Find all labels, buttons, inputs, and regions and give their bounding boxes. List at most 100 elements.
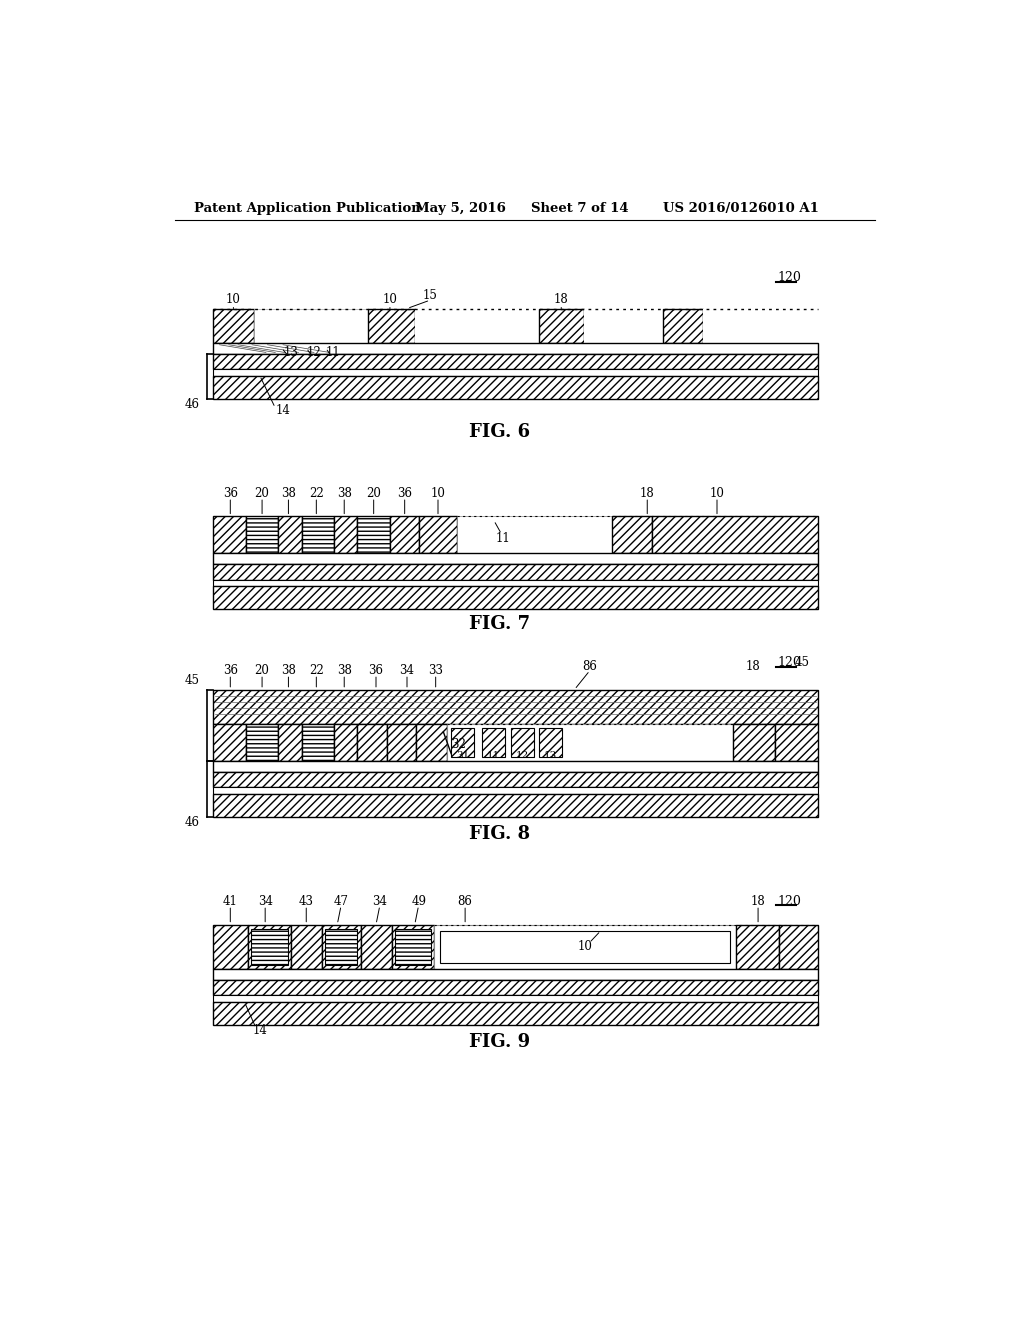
- Bar: [213, 579, 818, 586]
- Text: 13: 13: [284, 346, 298, 359]
- Text: FIG. 9: FIG. 9: [469, 1032, 530, 1051]
- Bar: [213, 793, 818, 817]
- Bar: [452, 729, 474, 758]
- Text: 36: 36: [223, 664, 238, 677]
- Text: 10: 10: [578, 940, 593, 953]
- Text: 45: 45: [184, 675, 200, 686]
- Bar: [539, 309, 584, 343]
- Bar: [213, 725, 246, 762]
- Text: 13: 13: [544, 751, 557, 759]
- Bar: [369, 309, 415, 343]
- Bar: [334, 516, 357, 553]
- Bar: [584, 309, 663, 343]
- Text: FIG. 8: FIG. 8: [469, 825, 530, 842]
- Bar: [420, 516, 457, 553]
- Bar: [213, 564, 818, 579]
- Bar: [251, 929, 288, 965]
- Bar: [334, 725, 357, 762]
- Text: 34: 34: [258, 895, 272, 908]
- Text: 38: 38: [281, 487, 296, 500]
- Text: 38: 38: [337, 487, 351, 500]
- Text: 46: 46: [184, 399, 200, 412]
- Text: Patent Application Publication: Patent Application Publication: [194, 202, 421, 215]
- Bar: [302, 516, 334, 553]
- Bar: [434, 924, 736, 969]
- Bar: [213, 376, 818, 399]
- Text: 18: 18: [554, 293, 568, 306]
- Bar: [440, 931, 730, 964]
- Text: 18: 18: [751, 895, 766, 908]
- Bar: [387, 725, 417, 762]
- Text: 46: 46: [184, 816, 200, 829]
- Text: May 5, 2016: May 5, 2016: [415, 202, 506, 215]
- Text: 41: 41: [223, 895, 238, 908]
- Bar: [213, 969, 818, 979]
- Bar: [539, 729, 562, 758]
- Bar: [394, 929, 431, 965]
- Bar: [213, 516, 246, 553]
- Text: 14: 14: [252, 1024, 267, 1038]
- Bar: [246, 725, 279, 762]
- Bar: [213, 309, 254, 343]
- Bar: [213, 1002, 818, 1024]
- Bar: [415, 309, 578, 343]
- Bar: [417, 725, 447, 762]
- Text: US 2016/0126010 A1: US 2016/0126010 A1: [663, 202, 818, 215]
- Bar: [663, 309, 703, 343]
- Bar: [213, 788, 818, 793]
- Bar: [652, 516, 818, 553]
- Bar: [213, 553, 818, 564]
- Text: 47: 47: [334, 895, 348, 908]
- Text: 38: 38: [281, 664, 296, 677]
- Text: 49: 49: [411, 895, 426, 908]
- Text: 33: 33: [428, 664, 443, 677]
- Text: 11: 11: [496, 532, 511, 545]
- Bar: [736, 924, 779, 969]
- Bar: [302, 725, 334, 762]
- Text: 20: 20: [255, 487, 269, 500]
- Bar: [779, 924, 818, 969]
- Text: 18: 18: [640, 487, 654, 500]
- Bar: [703, 309, 818, 343]
- Text: FIG. 6: FIG. 6: [469, 422, 530, 441]
- Bar: [457, 516, 611, 553]
- Text: 36: 36: [397, 487, 413, 500]
- Text: 18: 18: [746, 660, 761, 673]
- Text: 43: 43: [299, 895, 313, 908]
- Text: 120: 120: [777, 271, 802, 284]
- Bar: [511, 729, 535, 758]
- Text: 86: 86: [458, 895, 472, 908]
- Bar: [213, 370, 818, 376]
- Text: 14: 14: [275, 404, 291, 417]
- Bar: [357, 516, 390, 553]
- Bar: [213, 995, 818, 1002]
- Text: 15: 15: [423, 289, 437, 302]
- Text: 12: 12: [516, 751, 529, 759]
- Bar: [291, 924, 322, 969]
- Text: 31: 31: [456, 751, 469, 759]
- Text: Sheet 7 of 14: Sheet 7 of 14: [531, 202, 629, 215]
- Bar: [775, 725, 818, 762]
- Text: 120: 120: [777, 656, 802, 669]
- Text: FIG. 7: FIG. 7: [469, 615, 530, 634]
- Text: 120: 120: [777, 895, 802, 908]
- Bar: [482, 729, 506, 758]
- Bar: [213, 690, 818, 725]
- Text: 10: 10: [383, 293, 397, 306]
- Text: 10: 10: [226, 293, 241, 306]
- Text: 10: 10: [710, 487, 724, 500]
- Bar: [447, 725, 732, 762]
- Text: 22: 22: [309, 487, 324, 500]
- Bar: [213, 924, 248, 969]
- Bar: [611, 516, 652, 553]
- Text: 11: 11: [326, 346, 341, 359]
- Text: 11: 11: [487, 751, 501, 759]
- Text: 20: 20: [367, 487, 381, 500]
- Bar: [279, 725, 302, 762]
- Bar: [213, 772, 818, 788]
- Text: 45: 45: [795, 656, 810, 669]
- Bar: [391, 924, 434, 969]
- Text: 36: 36: [369, 664, 384, 677]
- Bar: [325, 929, 357, 965]
- Text: 12: 12: [306, 346, 322, 359]
